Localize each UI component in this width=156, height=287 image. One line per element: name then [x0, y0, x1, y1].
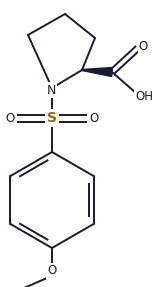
- Polygon shape: [82, 67, 112, 77]
- Text: O: O: [5, 112, 15, 125]
- Text: OH: OH: [135, 90, 153, 102]
- Text: O: O: [138, 40, 148, 53]
- Text: N: N: [46, 84, 56, 96]
- Text: O: O: [89, 112, 99, 125]
- Text: O: O: [47, 265, 57, 278]
- Text: S: S: [47, 111, 57, 125]
- Text: N: N: [46, 84, 56, 96]
